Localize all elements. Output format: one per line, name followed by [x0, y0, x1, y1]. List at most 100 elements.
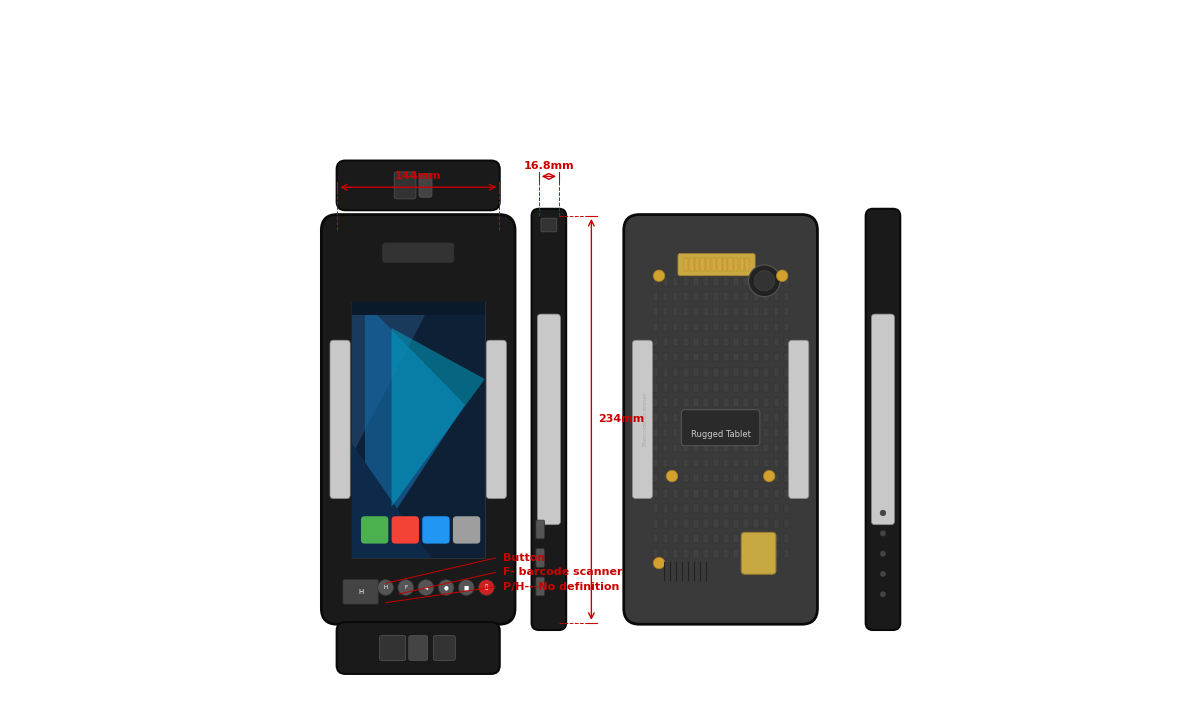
- Bar: [784, 413, 790, 422]
- Bar: [754, 549, 760, 558]
- Bar: [683, 489, 689, 498]
- Bar: [733, 307, 739, 316]
- Bar: [703, 368, 709, 377]
- Bar: [763, 474, 769, 482]
- Bar: [673, 307, 678, 316]
- Bar: [692, 504, 698, 513]
- Bar: [703, 428, 709, 437]
- Bar: [754, 383, 760, 392]
- Text: 234mm: 234mm: [598, 415, 644, 424]
- Text: ●: ●: [444, 585, 449, 590]
- Bar: [733, 292, 739, 301]
- FancyBboxPatch shape: [337, 622, 499, 674]
- Bar: [673, 292, 678, 301]
- Bar: [653, 353, 659, 361]
- FancyBboxPatch shape: [433, 636, 455, 660]
- Text: Rugged Tablet: Rugged Tablet: [691, 430, 750, 439]
- Bar: [713, 277, 719, 286]
- Bar: [662, 368, 668, 377]
- Bar: [352, 302, 485, 558]
- Text: 16.8mm: 16.8mm: [523, 161, 574, 171]
- Bar: [662, 307, 668, 316]
- Bar: [743, 534, 749, 543]
- Bar: [692, 323, 698, 331]
- Circle shape: [653, 557, 665, 569]
- Bar: [763, 519, 769, 528]
- Bar: [692, 277, 698, 286]
- Bar: [683, 398, 689, 407]
- FancyBboxPatch shape: [337, 161, 499, 210]
- Text: Barcode Scanner: Barcode Scanner: [643, 392, 648, 446]
- Bar: [703, 504, 709, 513]
- Polygon shape: [352, 302, 432, 456]
- Circle shape: [653, 270, 665, 282]
- Bar: [718, 258, 721, 271]
- Bar: [743, 338, 749, 346]
- Bar: [653, 519, 659, 528]
- Bar: [774, 474, 779, 482]
- Bar: [784, 444, 790, 452]
- Polygon shape: [391, 328, 485, 507]
- Bar: [743, 459, 749, 467]
- Bar: [733, 398, 739, 407]
- Bar: [743, 474, 749, 482]
- FancyBboxPatch shape: [361, 516, 389, 544]
- Circle shape: [880, 531, 886, 536]
- Bar: [683, 549, 689, 558]
- Bar: [692, 459, 698, 467]
- Bar: [653, 534, 659, 543]
- Bar: [733, 277, 739, 286]
- Bar: [774, 307, 779, 316]
- Bar: [733, 459, 739, 467]
- Bar: [713, 353, 719, 361]
- Bar: [713, 413, 719, 422]
- Bar: [713, 368, 719, 377]
- Bar: [734, 258, 738, 271]
- Bar: [743, 489, 749, 498]
- FancyBboxPatch shape: [682, 410, 760, 446]
- Bar: [724, 474, 728, 482]
- Bar: [724, 444, 728, 452]
- Bar: [713, 398, 719, 407]
- Bar: [754, 489, 760, 498]
- Bar: [774, 489, 779, 498]
- Bar: [722, 258, 727, 271]
- Text: ◄: ◄: [424, 585, 428, 590]
- Bar: [754, 353, 760, 361]
- Bar: [703, 307, 709, 316]
- Bar: [673, 323, 678, 331]
- Bar: [754, 519, 760, 528]
- Bar: [784, 338, 790, 346]
- FancyBboxPatch shape: [788, 340, 809, 499]
- Bar: [754, 428, 760, 437]
- Bar: [653, 549, 659, 558]
- Circle shape: [398, 580, 414, 595]
- Bar: [713, 292, 719, 301]
- Bar: [784, 368, 790, 377]
- Bar: [743, 323, 749, 331]
- Bar: [683, 383, 689, 392]
- Bar: [683, 413, 689, 422]
- FancyBboxPatch shape: [330, 340, 350, 499]
- Bar: [743, 383, 749, 392]
- Bar: [703, 534, 709, 543]
- Bar: [683, 519, 689, 528]
- Circle shape: [755, 271, 774, 291]
- Bar: [733, 338, 739, 346]
- Bar: [673, 398, 678, 407]
- Bar: [662, 519, 668, 528]
- Bar: [774, 383, 779, 392]
- Bar: [692, 383, 698, 392]
- Bar: [673, 474, 678, 482]
- Bar: [352, 302, 485, 558]
- Bar: [763, 292, 769, 301]
- Bar: [724, 428, 728, 437]
- Bar: [774, 353, 779, 361]
- Bar: [689, 258, 694, 271]
- Bar: [703, 338, 709, 346]
- Circle shape: [438, 580, 454, 595]
- Bar: [743, 368, 749, 377]
- Bar: [703, 383, 709, 392]
- Bar: [662, 383, 668, 392]
- FancyBboxPatch shape: [394, 172, 416, 199]
